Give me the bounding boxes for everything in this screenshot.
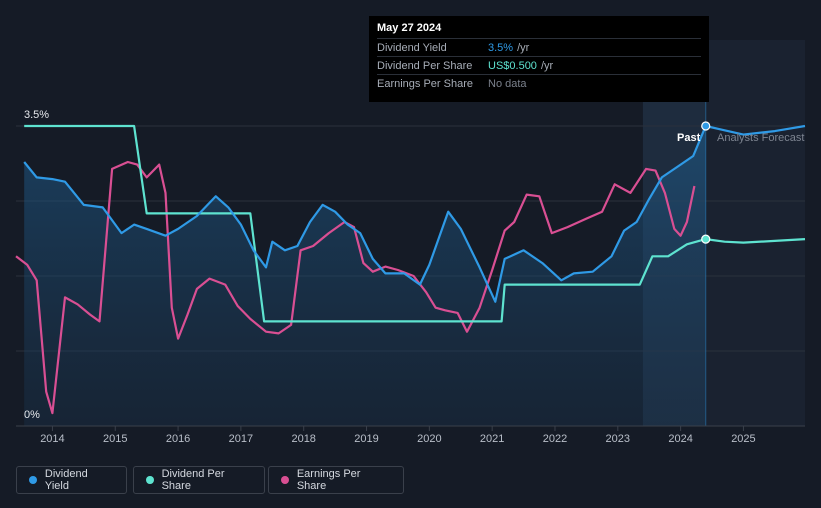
series-line-dividend-yield bbox=[23, 124, 806, 303]
tooltip-unit: /yr bbox=[540, 59, 554, 72]
x-tick-label: 2015 bbox=[103, 433, 127, 445]
legend-label: Dividend Per Share bbox=[161, 468, 225, 492]
x-axis-ticks: 2014 2015 2016 2017 2018 2019 2020 2021 2022 2023… bbox=[40, 426, 756, 445]
x-tick-label: 2018 bbox=[291, 433, 315, 445]
legend-dividend-per-share[interactable]: Dividend Per Share bbox=[133, 466, 265, 494]
legend-label: Dividend Yield bbox=[44, 468, 88, 492]
x-tick-label: 2020 bbox=[417, 433, 441, 445]
legend-dot-icon bbox=[281, 476, 289, 484]
x-tick-label: 2017 bbox=[229, 433, 253, 445]
marker-dividend-per-share[interactable] bbox=[701, 234, 711, 244]
legend-earnings-per-share[interactable]: Earnings Per Share bbox=[268, 466, 404, 494]
y-tick-label: 0% bbox=[24, 409, 40, 421]
tooltip-label: Earnings Per Share bbox=[377, 77, 473, 90]
hover-tooltip: May 27 2024 Dividend Yield 3.5% /yr Divi… bbox=[369, 16, 709, 102]
tooltip-label: Dividend Per Share bbox=[377, 59, 473, 72]
tooltip-date: May 27 2024 bbox=[377, 22, 442, 34]
tooltip-label: Dividend Yield bbox=[377, 41, 447, 54]
x-tick-label: 2016 bbox=[166, 433, 190, 445]
series-lines bbox=[15, 124, 806, 415]
tooltip-value: US$0.500 bbox=[488, 59, 537, 72]
legend-dot-icon bbox=[29, 476, 37, 484]
y-tick-label: 3.5% bbox=[24, 109, 49, 121]
legend-label: Earnings Per Share bbox=[296, 468, 361, 492]
x-tick-label: 2023 bbox=[606, 433, 630, 445]
forecast-region bbox=[705, 40, 805, 426]
series-markers bbox=[701, 121, 711, 244]
x-tick-label: 2014 bbox=[40, 433, 64, 445]
x-tick-label: 2021 bbox=[480, 433, 504, 445]
x-tick-label: 2022 bbox=[543, 433, 567, 445]
past-label: Past bbox=[677, 132, 701, 144]
tooltip-row-earnings-per-share: Earnings Per Share No data bbox=[377, 74, 701, 92]
x-tick-label: 2025 bbox=[731, 433, 755, 445]
x-tick-label: 2019 bbox=[354, 433, 378, 445]
forecast-label: Analysts Forecast bbox=[717, 132, 805, 144]
dividend-yield-area bbox=[24, 126, 706, 426]
tooltip-value: 3.5% bbox=[488, 41, 514, 54]
legend-dividend-yield[interactable]: Dividend Yield bbox=[16, 466, 127, 494]
tooltip-row-dividend-yield: Dividend Yield 3.5% /yr bbox=[377, 38, 701, 56]
tooltip-unit: /yr bbox=[517, 41, 530, 54]
y-axis-ticks: 3.5% 0% bbox=[24, 109, 49, 421]
legend-dot-icon bbox=[146, 476, 154, 484]
x-tick-label: 2024 bbox=[668, 433, 692, 445]
tooltip-row-dividend-per-share: Dividend Per Share US$0.500 /yr bbox=[377, 56, 701, 74]
tooltip-value: No data bbox=[488, 77, 527, 90]
marker-dividend-yield[interactable] bbox=[701, 121, 711, 131]
